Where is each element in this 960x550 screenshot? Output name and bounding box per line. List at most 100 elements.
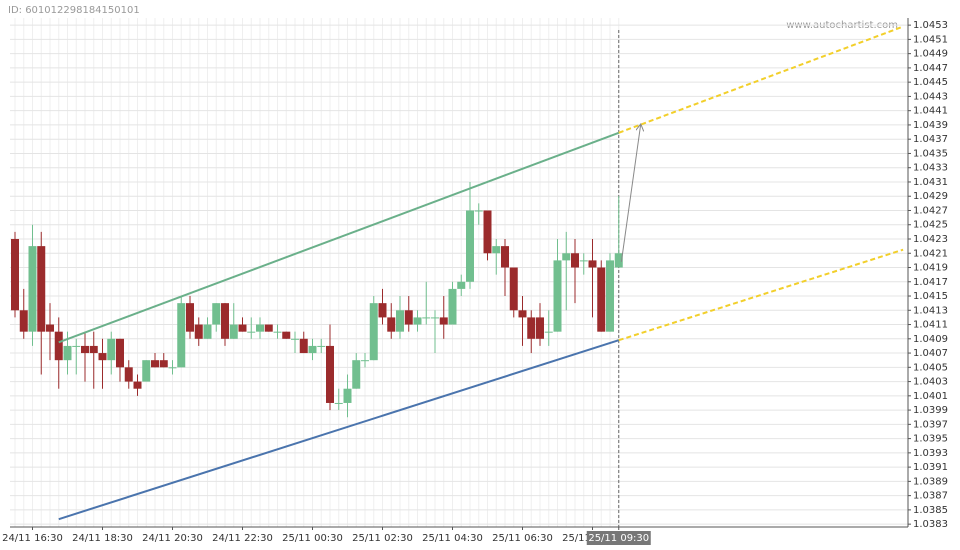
candle-body [221, 303, 229, 339]
y-tick-label: 1.0437 [913, 134, 948, 145]
candle-body [124, 367, 133, 382]
candle-body [81, 345, 89, 354]
x-tick-label: 24/11 16:30 [2, 533, 63, 544]
x-tick-label: 25/11 06:30 [492, 533, 553, 544]
y-tick-label: 1.0417 [913, 277, 948, 288]
trend-line [58, 339, 620, 521]
x-tick-label: 25/11 09:30 [588, 533, 649, 544]
candle-body [212, 303, 221, 325]
x-label-highlight [586, 531, 651, 545]
y-tick-label: 1.0441 [913, 106, 948, 117]
chart-id: ID: 601012298184150101 [8, 5, 140, 16]
candle-body [527, 317, 536, 339]
candle-body [492, 246, 501, 254]
candle-body [466, 210, 474, 282]
y-tick-label: 1.0439 [913, 120, 948, 131]
y-tick-label: 1.0401 [913, 391, 948, 402]
trend-line [58, 131, 620, 344]
candle-body [282, 331, 291, 339]
y-tick-label: 1.0389 [913, 476, 948, 487]
y-tick-label: 1.0435 [913, 148, 948, 159]
candle-body [553, 260, 562, 332]
y-tick-label: 1.0453 [913, 20, 948, 31]
candle-body [247, 331, 256, 333]
candle-body [63, 345, 72, 361]
candle-body [457, 281, 466, 289]
candle-body [142, 360, 151, 382]
x-tick-label: 25/11 04:30 [422, 533, 483, 544]
candle-body [46, 324, 54, 332]
y-tick-label: 1.0415 [913, 291, 948, 302]
candle-body [404, 310, 413, 325]
y-tick-label: 1.0423 [913, 234, 948, 245]
y-tick-label: 1.0419 [913, 263, 948, 274]
y-tick-label: 1.0409 [913, 334, 948, 345]
candle-body [186, 303, 194, 332]
candle-body [369, 303, 378, 361]
y-tick-label: 1.0431 [913, 177, 948, 188]
y-tick-label: 1.0425 [913, 220, 948, 231]
y-tick-label: 1.0407 [913, 348, 948, 359]
y-tick-label: 1.0399 [913, 405, 948, 416]
candle-body [256, 324, 264, 332]
candle-body [107, 338, 116, 361]
candle-body [361, 360, 369, 362]
candle-body [229, 324, 238, 339]
candle-body [474, 210, 483, 212]
x-tick-label: 25/11 02:30 [352, 533, 413, 544]
trend-line [618, 248, 904, 342]
candle-body [54, 331, 63, 361]
candle-body [378, 303, 387, 318]
candle-body [606, 260, 614, 332]
candle-body [597, 267, 606, 332]
y-tick-label: 1.0397 [913, 419, 948, 430]
x-tick-label: 25/11 00:30 [282, 533, 343, 544]
candle-body [291, 338, 299, 340]
y-tick-label: 1.0411 [913, 320, 948, 331]
candle-body [159, 360, 168, 368]
candle-body [387, 317, 396, 332]
y-tick-label: 1.0427 [913, 205, 948, 216]
x-tick-label: 24/11 18:30 [72, 533, 133, 544]
y-tick-label: 1.0447 [913, 63, 948, 74]
candle-body [614, 253, 623, 268]
x-tick-label: 24/11 22:30 [212, 533, 273, 544]
candle-body [571, 253, 579, 268]
candle-body [518, 310, 527, 318]
y-tick-label: 1.0391 [913, 462, 948, 473]
candle-body [317, 345, 326, 347]
candle-body [11, 238, 19, 311]
candle-body [98, 353, 107, 361]
candle-body [448, 288, 457, 325]
y-tick-label: 1.0445 [913, 77, 948, 88]
y-tick-label: 1.0395 [913, 434, 948, 445]
projection-arrow [620, 125, 640, 262]
y-tick-label: 1.0451 [913, 34, 948, 45]
candle-body [89, 345, 98, 354]
candle-body [194, 324, 203, 339]
candle-body [116, 338, 124, 368]
candle-body [509, 267, 518, 311]
candle-body [326, 345, 334, 403]
candle-body [422, 317, 431, 319]
trend-line [618, 25, 904, 134]
y-tick-label: 1.0421 [913, 248, 948, 259]
candle-body [203, 324, 212, 339]
candle-body [299, 338, 308, 354]
candle-body [308, 345, 317, 354]
y-tick-label: 1.0429 [913, 191, 948, 202]
candle-body [544, 331, 553, 333]
candle-body [343, 388, 352, 403]
candle-body [501, 246, 509, 268]
candle-body [177, 303, 186, 368]
candle-body [28, 246, 37, 332]
candle-body [483, 210, 492, 254]
candle-body [133, 381, 142, 389]
candle-body [19, 310, 28, 332]
candle-body [536, 317, 544, 339]
plot-area [11, 25, 904, 527]
y-tick-label: 1.0403 [913, 377, 948, 388]
candle-body [588, 260, 597, 268]
y-tick-label: 1.0383 [913, 519, 948, 530]
